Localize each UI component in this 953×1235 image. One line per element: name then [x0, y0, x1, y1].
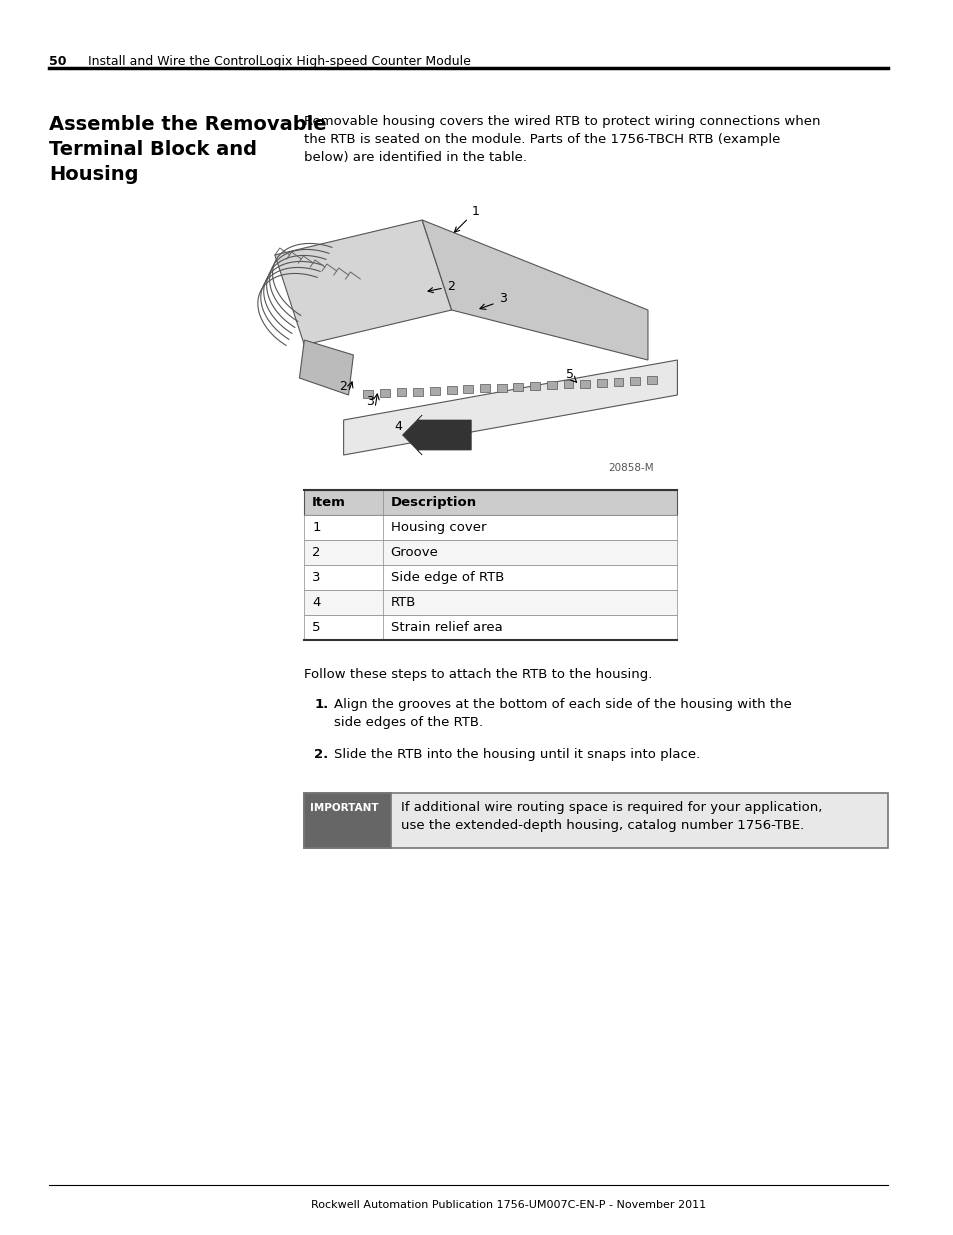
Text: Side edge of RTB: Side edge of RTB: [391, 571, 503, 584]
Bar: [446, 387, 456, 394]
Bar: [304, 540, 677, 564]
Text: Item: Item: [312, 496, 346, 509]
Bar: [413, 388, 423, 395]
Bar: [304, 490, 677, 515]
Bar: [579, 379, 589, 388]
Text: 20858-M: 20858-M: [608, 463, 654, 473]
Text: Install and Wire the ControlLogix High-speed Counter Module: Install and Wire the ControlLogix High-s…: [89, 56, 471, 68]
Bar: [304, 515, 677, 540]
Bar: [304, 793, 391, 848]
Bar: [304, 590, 677, 615]
Bar: [613, 378, 622, 387]
Text: Assemble the Removable
Terminal Block and
Housing: Assemble the Removable Terminal Block an…: [49, 115, 326, 184]
Bar: [430, 387, 439, 395]
Text: Rockwell Automation Publication 1756-UM007C-EN-P - November 2011: Rockwell Automation Publication 1756-UM0…: [311, 1200, 705, 1210]
Polygon shape: [274, 220, 451, 345]
Text: 3: 3: [498, 291, 506, 305]
Text: 3: 3: [312, 571, 320, 584]
Polygon shape: [422, 220, 647, 359]
Text: 4: 4: [395, 420, 402, 433]
Bar: [396, 388, 406, 396]
Text: 2.: 2.: [314, 748, 328, 761]
Text: Groove: Groove: [391, 546, 438, 559]
Text: 2: 2: [428, 280, 454, 293]
Text: 1.: 1.: [314, 698, 328, 711]
Text: Strain relief area: Strain relief area: [391, 621, 502, 634]
Text: RTB: RTB: [391, 597, 416, 609]
Bar: [479, 384, 490, 393]
Bar: [304, 793, 886, 848]
Text: Description: Description: [391, 496, 476, 509]
Bar: [363, 390, 373, 398]
Text: 2: 2: [338, 380, 346, 393]
Text: Slide the RTB into the housing until it snaps into place.: Slide the RTB into the housing until it …: [334, 748, 700, 761]
Text: Removable housing covers the wired RTB to protect wiring connections when
the RT: Removable housing covers the wired RTB t…: [304, 115, 820, 164]
Text: 5: 5: [312, 621, 320, 634]
Text: Housing cover: Housing cover: [391, 521, 486, 534]
Text: 1: 1: [312, 521, 320, 534]
Bar: [304, 615, 677, 640]
Bar: [563, 380, 573, 388]
Bar: [646, 377, 656, 384]
Bar: [463, 385, 473, 393]
Bar: [530, 382, 539, 390]
Bar: [304, 564, 677, 590]
Text: 50: 50: [49, 56, 67, 68]
Polygon shape: [402, 415, 471, 454]
Bar: [597, 379, 606, 387]
Bar: [630, 377, 639, 385]
Text: Follow these steps to attach the RTB to the housing.: Follow these steps to attach the RTB to …: [304, 668, 652, 680]
Text: Align the grooves at the bottom of each side of the housing with the
side edges : Align the grooves at the bottom of each …: [334, 698, 791, 729]
Text: 4: 4: [312, 597, 320, 609]
Bar: [497, 384, 506, 391]
Text: If additional wire routing space is required for your application,
use the exten: If additional wire routing space is requ…: [400, 802, 821, 832]
Polygon shape: [343, 359, 677, 454]
Text: 5: 5: [566, 368, 574, 382]
Bar: [379, 389, 390, 398]
Polygon shape: [299, 340, 353, 395]
Bar: [513, 383, 523, 390]
Text: 2: 2: [312, 546, 320, 559]
Text: 3: 3: [366, 395, 374, 408]
Bar: [546, 382, 556, 389]
Text: 1: 1: [454, 205, 478, 232]
Text: IMPORTANT: IMPORTANT: [310, 803, 378, 813]
